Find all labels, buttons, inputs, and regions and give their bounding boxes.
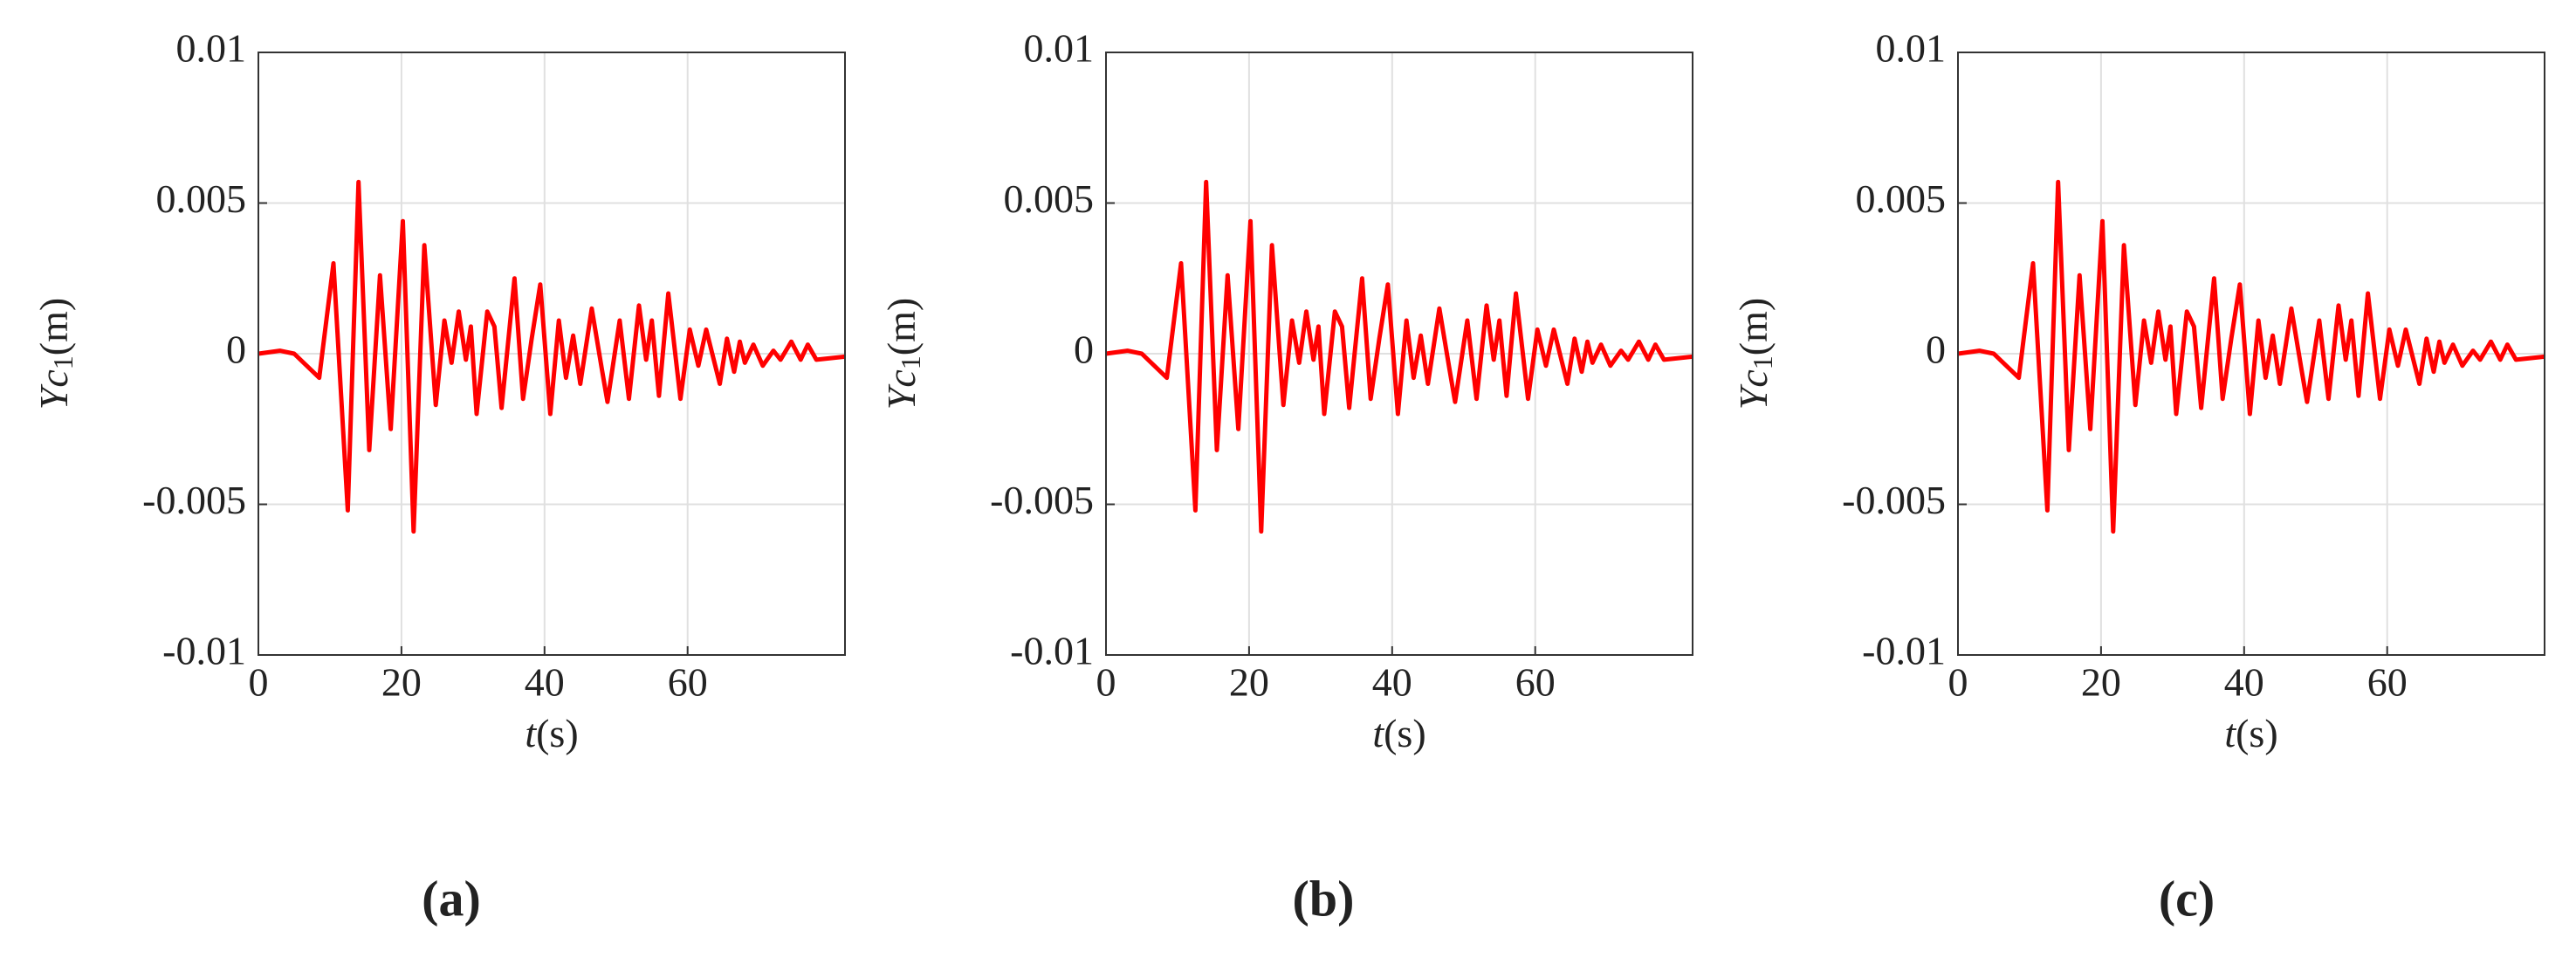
caption: (a) [422,870,481,927]
x-tick-label: 20 [1229,660,1269,705]
y-tick-label: 0.005 [1856,176,1947,221]
y-tick-label: 0.01 [1024,26,1095,71]
y-tick-label: -0.01 [1010,629,1094,673]
x-label-unit: (s) [1384,711,1426,755]
x-tick-label: 40 [2224,660,2264,705]
x-tick-label: 60 [668,660,708,705]
x-tick-label: 60 [2367,660,2408,705]
y-axis-label: Yc1(m) [1731,298,1779,410]
data-line [1105,179,1693,534]
x-label-var: t [525,711,537,755]
caption: (c) [2159,870,2215,927]
y-tick-label: 0 [1926,327,1946,372]
y-label-unit: (m) [31,298,76,355]
data-line [1957,179,2545,534]
caption: (b) [1293,870,1355,927]
x-label-unit: (s) [2236,711,2278,755]
x-tick-label: 20 [2081,660,2121,705]
y-axis-label: Yc1(m) [879,298,927,410]
x-tick-label: 0 [1096,660,1116,705]
x-label-var: t [2224,711,2236,755]
y-tick-label: 0.005 [1004,176,1095,221]
y-tick-label: 0.01 [1876,26,1947,71]
y-tick-label: -0.005 [990,478,1094,522]
data-line [258,179,846,534]
y-tick-label: -0.01 [162,629,246,673]
chart-panel: -0.01 -0.005 0 0.005 0.01 0 20 40 60 t(s) Yc1(m) (b… [879,26,1693,927]
x-tick-label: 40 [1372,660,1412,705]
x-axis-label: t(s) [525,711,578,755]
axes-box [258,52,846,656]
y-label-subscript: 1 [47,355,79,369]
axes-box [1105,52,1693,656]
y-label-var: Yc [1731,369,1776,410]
y-tick-label: 0.005 [156,176,247,221]
y-tick-label: -0.005 [1842,478,1946,522]
x-label-var: t [1372,711,1384,755]
chart-panel: -0.01 -0.005 0 0.005 0.01 0 20 40 60 t(s) Yc1(m) (c… [1731,26,2545,927]
axes-box [1957,52,2545,656]
y-tick-label: 0.01 [176,26,247,71]
y-label-var: Yc [31,369,76,410]
x-tick-label: 40 [525,660,565,705]
x-tick-label: 20 [381,660,422,705]
y-tick-label: 0 [1074,327,1094,372]
x-axis-label: t(s) [1372,711,1425,755]
y-label-subscript: 1 [1747,355,1778,369]
x-axis-label: t(s) [2224,711,2277,755]
y-label-subscript: 1 [895,355,926,369]
y-label-var: Yc [879,369,924,410]
x-tick-label: 60 [1515,660,1556,705]
y-label-unit: (m) [879,298,924,355]
y-label-unit: (m) [1731,298,1776,355]
x-tick-label: 0 [249,660,269,705]
y-tick-label: -0.005 [142,478,246,522]
chart-panel: -0.01 -0.005 0 0.005 0.01 0 20 40 60 t(s) Yc1(m) (a… [31,26,846,927]
x-label-unit: (s) [536,711,579,755]
y-tick-label: 0 [226,327,246,372]
y-tick-label: -0.01 [1862,629,1946,673]
y-axis-label: Yc1(m) [31,298,79,410]
x-tick-label: 0 [1948,660,1968,705]
